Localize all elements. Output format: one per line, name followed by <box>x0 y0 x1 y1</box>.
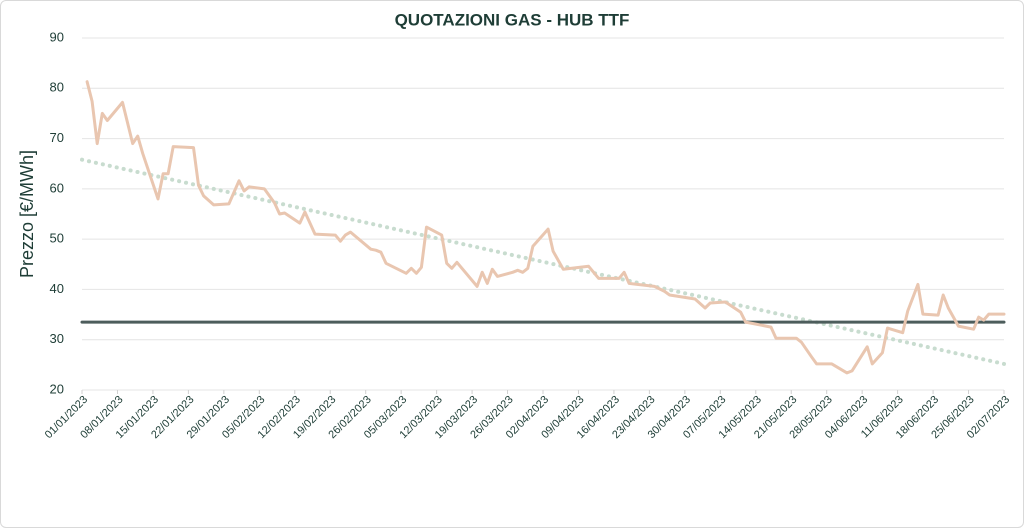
y-tick-label: 20 <box>50 381 64 396</box>
y-tick-label: 80 <box>50 80 64 95</box>
y-axis-label: Prezzo [€/MWh] <box>17 150 37 278</box>
chart-title: QUOTAZIONI GAS - HUB TTF <box>395 10 630 29</box>
y-tick-label: 90 <box>50 29 64 44</box>
y-tick-label: 60 <box>50 180 64 195</box>
series-line <box>85 80 1006 375</box>
y-tick-label: 50 <box>50 231 64 246</box>
y-tick-label: 30 <box>50 331 64 346</box>
y-tick-label: 40 <box>50 281 64 296</box>
series-line <box>80 157 1006 366</box>
y-tick-label: 70 <box>50 130 64 145</box>
